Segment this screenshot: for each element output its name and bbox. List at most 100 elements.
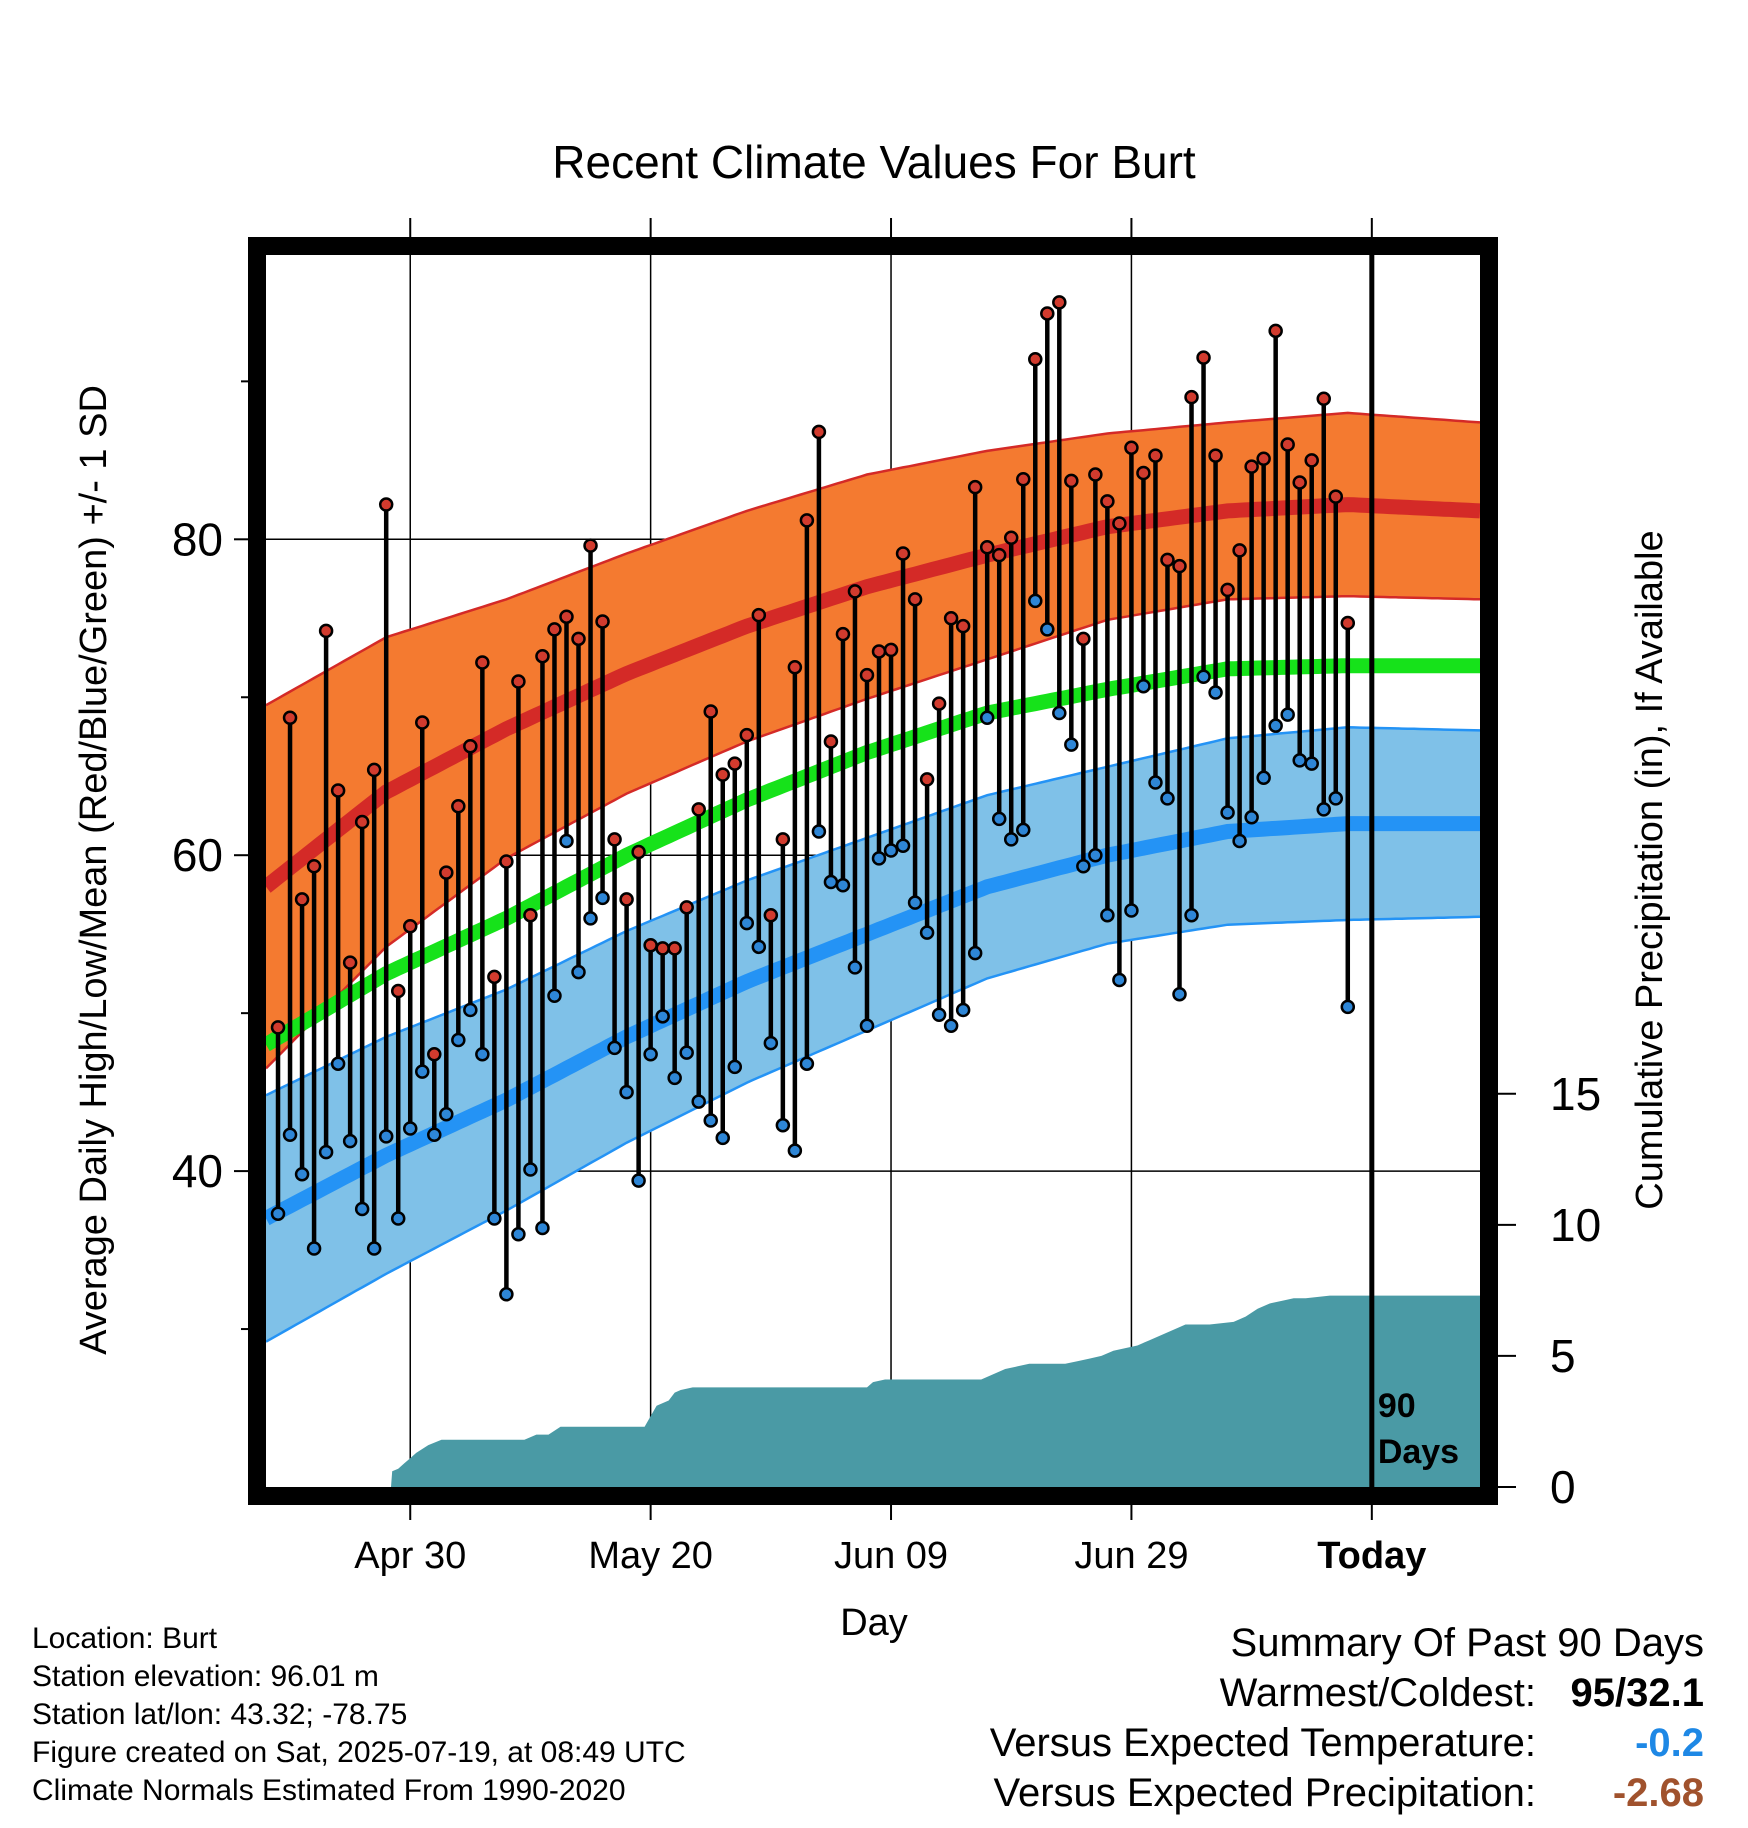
latlon-text: Station lat/lon: 43.32; -78.75 — [32, 1698, 408, 1731]
daily-low-point — [979, 710, 995, 726]
daily-low-point — [499, 1287, 514, 1302]
daily-low-point — [835, 877, 851, 893]
daily-high-point — [1136, 465, 1151, 481]
daily-low-point — [931, 1007, 947, 1022]
daily-high-point — [631, 844, 646, 860]
daily-low-point — [511, 1227, 526, 1242]
daily-low-point — [643, 1046, 658, 1062]
daily-low-point — [751, 939, 767, 955]
daily-low-point — [919, 925, 935, 940]
daily-high-point — [943, 611, 959, 626]
daily-high-point — [1028, 351, 1043, 367]
daily-high-point — [847, 584, 863, 599]
daily-high-point — [751, 607, 767, 623]
daily-low-point — [535, 1220, 550, 1236]
daily-high-point — [667, 941, 682, 956]
daily-high-point — [1112, 516, 1127, 531]
daily-high-point — [787, 659, 803, 675]
daily-low-point — [1003, 832, 1019, 847]
daily-low-point — [439, 1106, 454, 1122]
daily-high-point — [523, 907, 538, 923]
days-label-number: 90 — [1378, 1387, 1416, 1425]
daily-high-point — [991, 547, 1007, 563]
daily-low-point — [799, 1056, 815, 1071]
daily-low-point — [667, 1070, 682, 1086]
daily-low-point — [1340, 999, 1356, 1015]
y2-tick-label: 15 — [1550, 1068, 1601, 1120]
daily-low-point — [330, 1056, 346, 1071]
daily-high-point — [1232, 543, 1247, 558]
daily-high-point — [475, 655, 490, 670]
daily-low-point — [1076, 859, 1091, 874]
normal-high-band — [266, 412, 1480, 1069]
daily-high-point — [1220, 582, 1235, 598]
daily-high-point — [1148, 448, 1163, 463]
y-tick-label: 80 — [172, 513, 223, 565]
daily-high-point — [1064, 473, 1079, 489]
y2-tick-label: 0 — [1550, 1461, 1576, 1513]
daily-high-point — [715, 767, 731, 782]
daily-low-point — [907, 895, 923, 910]
daily-low-point — [715, 1130, 731, 1146]
daily-high-point — [439, 865, 454, 880]
daily-high-point — [583, 538, 598, 553]
daily-high-point — [835, 626, 851, 642]
normal-low-line — [266, 816, 1480, 1226]
daily-low-point — [318, 1144, 334, 1160]
daily-high-point — [378, 497, 394, 512]
temp-departure-row: Versus Expected Temperature: -0.2 — [990, 1718, 1704, 1768]
daily-low-point — [859, 1018, 875, 1034]
x-tick-label: Jun 09 — [834, 1535, 948, 1577]
warmest-row: Warmest/Coldest: 95/32.1 — [990, 1668, 1704, 1718]
daily-low-point — [559, 833, 574, 849]
daily-high-point — [919, 772, 935, 787]
daily-low-point — [378, 1129, 394, 1144]
daily-high-point — [895, 546, 911, 561]
daily-high-point — [451, 798, 466, 814]
normal-low-band — [266, 727, 1480, 1342]
daily-high-point — [1003, 530, 1019, 545]
daily-high-point — [1208, 448, 1223, 463]
summary-title: Summary Of Past 90 Days — [1230, 1621, 1704, 1665]
daily-high-point — [390, 983, 406, 999]
y2-axis-label: Cumulative Precipitation (in), If Availa… — [1629, 530, 1671, 1209]
daily-low-point — [415, 1064, 430, 1079]
daily-high-point — [691, 802, 706, 817]
daily-high-point — [643, 937, 658, 953]
daily-high-point — [871, 644, 887, 659]
daily-low-point — [847, 960, 863, 975]
daily-low-point — [691, 1094, 706, 1109]
daily-high-point — [775, 832, 791, 847]
daily-low-point — [1112, 972, 1127, 988]
warmest-value: 95/32.1 — [1570, 1671, 1704, 1715]
daily-low-point — [1172, 986, 1187, 1002]
daily-low-point — [1208, 685, 1223, 700]
daily-low-point — [354, 1201, 370, 1217]
daily-low-point — [1064, 737, 1079, 752]
daily-low-point — [427, 1127, 442, 1143]
daily-high-point — [1124, 440, 1139, 455]
daily-high-point — [955, 618, 971, 634]
daily-low-point — [943, 1018, 959, 1034]
daily-high-point — [1268, 323, 1283, 339]
daily-low-point — [679, 1045, 694, 1060]
daily-high-point — [270, 1020, 286, 1035]
daily-low-point — [282, 1127, 298, 1143]
daily-low-point — [1136, 678, 1151, 694]
daily-high-point — [463, 738, 478, 754]
daily-high-point — [354, 814, 370, 830]
daily-high-point — [931, 696, 947, 711]
daily-high-point — [1196, 350, 1211, 365]
daily-low-point — [631, 1173, 646, 1188]
daily-high-point — [1340, 615, 1356, 631]
normals-text: Climate Normals Estimated From 1990-2020 — [32, 1774, 626, 1807]
daily-low-point — [1280, 707, 1295, 722]
daily-high-point — [1015, 472, 1031, 487]
daily-high-point — [511, 674, 526, 689]
precip-departure-label: Versus Expected Precipitation: — [993, 1771, 1536, 1815]
daily-high-point — [1328, 489, 1344, 504]
daily-low-point — [703, 1113, 718, 1128]
y2-tick-label: 5 — [1550, 1330, 1576, 1382]
daily-low-point — [607, 1040, 622, 1056]
